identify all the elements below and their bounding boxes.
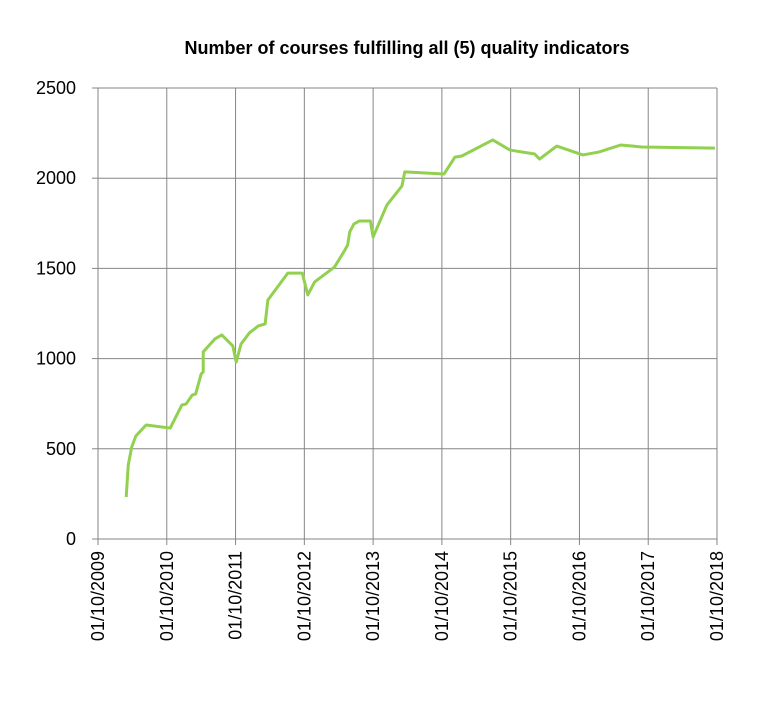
x-tick-label: 01/10/2014 xyxy=(432,551,452,641)
y-tick-label: 500 xyxy=(46,439,76,459)
x-tick-label: 01/10/2013 xyxy=(363,551,383,641)
x-tick-label: 01/10/2009 xyxy=(88,551,108,641)
x-tick-label: 01/10/2016 xyxy=(569,551,589,641)
chart-title: Number of courses fulfilling all (5) qua… xyxy=(184,38,629,58)
x-tick-label: 01/10/2015 xyxy=(501,551,521,641)
y-tick-label: 1000 xyxy=(36,349,76,369)
y-tick-label: 0 xyxy=(66,529,76,549)
y-tick-label: 2000 xyxy=(36,168,76,188)
x-tick-label: 01/10/2011 xyxy=(226,551,246,640)
x-tick-label: 01/10/2010 xyxy=(157,551,177,641)
x-tick-label: 01/10/2018 xyxy=(707,551,727,641)
x-tick-label: 01/10/2017 xyxy=(638,551,658,641)
data-line xyxy=(124,138,715,498)
y-tick-label: 2500 xyxy=(36,78,76,98)
x-tick-label: 01/10/2012 xyxy=(294,551,314,641)
y-tick-label: 1500 xyxy=(36,258,76,278)
